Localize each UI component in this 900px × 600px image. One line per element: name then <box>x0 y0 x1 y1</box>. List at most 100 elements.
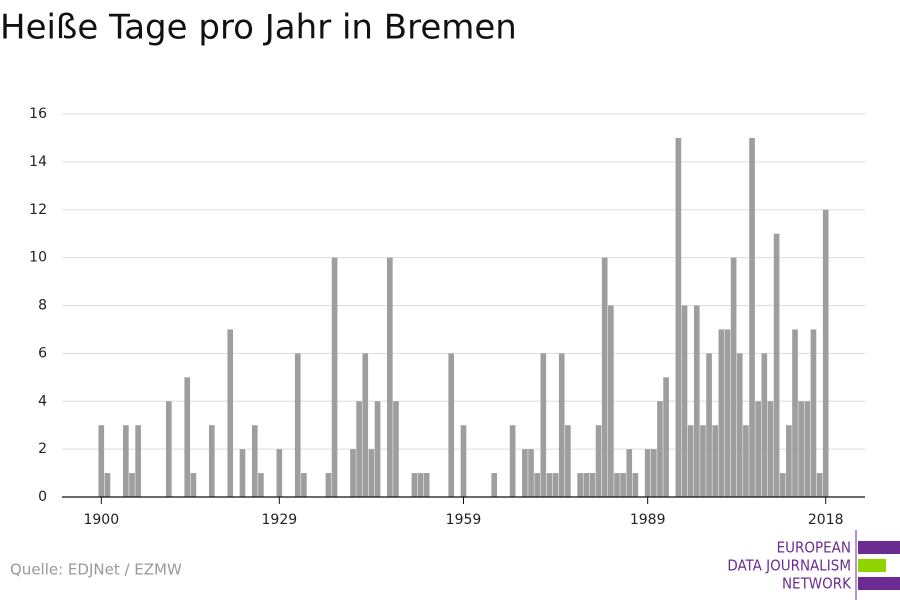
y-tick-label: 6 <box>38 345 47 361</box>
bar <box>632 473 639 497</box>
x-tick-label: 2018 <box>808 512 844 528</box>
bar <box>589 473 596 497</box>
bar <box>411 473 418 497</box>
logo-text: NETWORK <box>782 575 852 593</box>
bar <box>675 137 682 497</box>
bar <box>184 377 191 497</box>
bar <box>810 329 817 497</box>
bar <box>798 401 804 497</box>
bar <box>558 353 565 497</box>
bar <box>749 137 755 497</box>
bar <box>718 329 725 497</box>
bar <box>165 401 172 497</box>
bar <box>663 377 669 497</box>
bar <box>129 473 135 497</box>
bar <box>608 305 614 497</box>
bar <box>626 449 633 497</box>
bar <box>350 449 356 497</box>
bar <box>509 425 516 497</box>
logo-text: EUROPEAN <box>777 539 851 557</box>
bar <box>251 425 258 497</box>
bar <box>755 401 762 497</box>
source: Quelle: EDJNet / EZMW <box>10 561 182 579</box>
bar <box>423 473 430 497</box>
bar <box>583 473 590 497</box>
bar <box>773 233 780 497</box>
logo: EUROPEAN DATA JOURNALISM NETWORK <box>727 530 900 600</box>
y-tick-label: 16 <box>29 106 47 122</box>
bar <box>761 353 768 497</box>
chart-title: Heiße Tage pro Jahr in Bremen <box>0 8 517 48</box>
bar <box>522 449 528 497</box>
bar <box>393 401 399 497</box>
bar <box>258 473 264 497</box>
y-tick-label: 14 <box>29 154 47 170</box>
bar <box>276 449 283 497</box>
bar <box>681 305 688 497</box>
bar <box>724 329 731 497</box>
bar <box>190 473 197 497</box>
bar <box>792 329 798 497</box>
bar <box>816 473 823 497</box>
logo-text: DATA JOURNALISM <box>727 557 851 575</box>
bar <box>356 401 362 497</box>
x-tick-label: 1929 <box>262 512 298 528</box>
bar <box>577 473 583 497</box>
bar <box>614 473 620 497</box>
bar <box>712 425 719 497</box>
y-tick-label: 0 <box>38 489 47 505</box>
y-tick-label: 12 <box>29 202 47 218</box>
bar <box>565 425 571 497</box>
bar <box>767 401 774 497</box>
y-tick-label: 8 <box>38 298 47 314</box>
bar <box>123 425 129 497</box>
bar <box>693 305 700 497</box>
bar <box>528 449 534 497</box>
bar <box>644 449 651 497</box>
bar <box>779 473 786 497</box>
bar <box>98 425 105 497</box>
bar <box>417 473 424 497</box>
bar <box>104 473 111 497</box>
bar <box>294 353 301 497</box>
bar <box>368 449 375 497</box>
bar <box>491 473 498 497</box>
bar <box>804 401 811 497</box>
bar <box>331 257 338 497</box>
bar <box>700 425 706 497</box>
bar <box>552 473 559 497</box>
bar <box>362 353 369 497</box>
y-tick-label: 4 <box>38 393 47 409</box>
bar <box>374 401 381 497</box>
bar <box>227 329 234 497</box>
bar <box>448 353 455 497</box>
x-tick-label: 1989 <box>630 512 666 528</box>
bar <box>325 473 332 497</box>
bar <box>822 209 829 497</box>
logo-bar <box>858 541 900 554</box>
bar <box>595 425 602 497</box>
bar <box>730 257 737 497</box>
bar <box>736 353 743 497</box>
bar <box>706 353 712 497</box>
bar <box>650 449 657 497</box>
bar <box>387 257 393 497</box>
x-tick-label: 1959 <box>446 512 482 528</box>
bar <box>601 257 608 497</box>
logo-bar <box>858 577 900 590</box>
y-tick-label: 2 <box>38 441 47 457</box>
bar <box>534 473 540 497</box>
bar <box>239 449 246 497</box>
bar <box>786 425 792 497</box>
x-tick-label: 1900 <box>83 512 119 528</box>
bar <box>540 353 547 497</box>
logo-bar <box>858 559 886 572</box>
bar <box>620 473 626 497</box>
bar <box>546 473 553 497</box>
bar <box>301 473 307 497</box>
bar <box>208 425 215 497</box>
bar <box>135 425 141 497</box>
y-tick-label: 10 <box>29 250 47 266</box>
bar <box>657 401 663 497</box>
